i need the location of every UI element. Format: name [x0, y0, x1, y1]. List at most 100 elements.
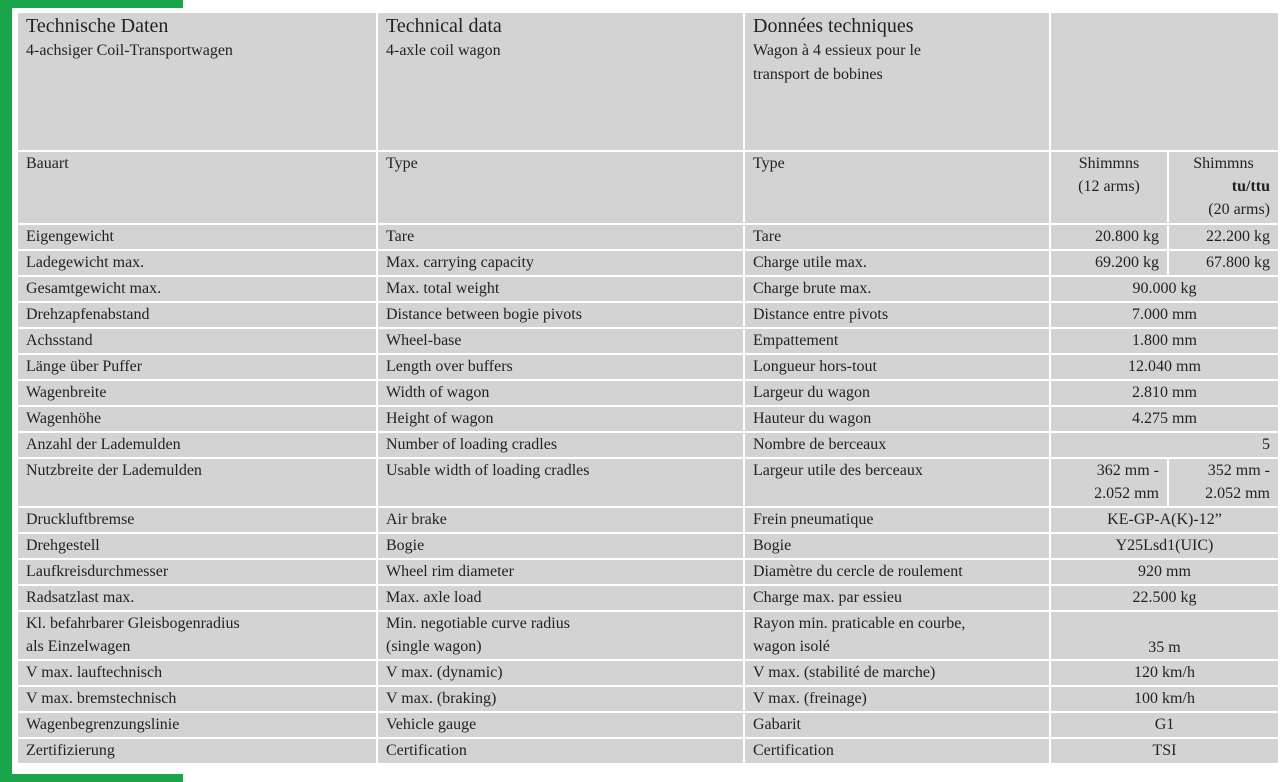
row-label-fr: Largeur utile des berceaux: [743, 457, 1051, 508]
table-row: Ladegewicht max. Max. carrying capacity …: [16, 249, 1280, 277]
row-label-fr: Longueur hors-tout: [743, 353, 1051, 381]
row-label-fr: V max. (freinage): [743, 685, 1051, 713]
row-label-de: Anzahl der Lademulden: [16, 431, 378, 459]
row-value: 7.000 mm: [1049, 301, 1280, 329]
row-label-de: Nutzbreite der Lademulden: [16, 457, 378, 508]
row-label-en: Wheel-base: [376, 327, 745, 355]
row-label-en: Height of wagon: [376, 405, 745, 433]
accent-bar-bottom: [0, 774, 183, 782]
row-value: 22.500 kg: [1049, 584, 1280, 612]
row-label-en: V max. (braking): [376, 685, 745, 713]
type-row: Bauart Type Type Shimmns (12 arms) Shimm…: [16, 150, 1280, 225]
row-label-de: Wagenbegrenzungslinie: [16, 711, 378, 739]
header-de: Technische Daten 4-achsiger Coil-Transpo…: [16, 11, 378, 152]
row-label-fr: Charge brute max.: [743, 275, 1051, 303]
header-de-title: Technische Daten: [26, 15, 169, 37]
row-label-en: Max. total weight: [376, 275, 745, 303]
table-row: Wagenbreite Width of wagon Largeur du wa…: [16, 379, 1280, 407]
table-row: Wagenbegrenzungslinie Vehicle gauge Gaba…: [16, 711, 1280, 739]
table-row: Kl. befahrbarer Gleisbogenradius als Ein…: [16, 610, 1280, 661]
row-label-fr: Largeur du wagon: [743, 379, 1051, 407]
accent-bar-top: [0, 0, 183, 8]
row-value-12-arms: 362 mm - 2.052 mm: [1049, 457, 1169, 508]
table-row: Nutzbreite der Lademulden Usable width o…: [16, 457, 1280, 508]
row-label-de: V max. bremstechnisch: [16, 685, 378, 713]
row-label-de: Wagenhöhe: [16, 405, 378, 433]
row-label-en: Vehicle gauge: [376, 711, 745, 739]
row-label-en: Bogie: [376, 532, 745, 560]
table-row: V max. lauftechnisch V max. (dynamic) V …: [16, 659, 1280, 687]
table-row: Laufkreisdurchmesser Wheel rim diameter …: [16, 558, 1280, 586]
row-label-en: Certification: [376, 737, 745, 765]
row-label-de: Laufkreisdurchmesser: [16, 558, 378, 586]
row-label-en: Tare: [376, 223, 745, 251]
row-value: 5: [1049, 431, 1280, 459]
row-label-fr: Diamètre du cercle de roulement: [743, 558, 1051, 586]
row-label-fr: Tare: [743, 223, 1051, 251]
row-value: Y25Lsd1(UIC): [1049, 532, 1280, 560]
width-range-end: 2.052 mm: [1205, 485, 1270, 502]
row-label-de: V max. lauftechnisch: [16, 659, 378, 687]
type-variant-12-arms: Shimmns (12 arms): [1049, 150, 1169, 225]
header-row: Technische Daten 4-achsiger Coil-Transpo…: [16, 11, 1280, 152]
header-de-subtitle: 4-achsiger Coil-Transportwagen: [26, 42, 233, 59]
row-value: 120 km/h: [1049, 659, 1280, 687]
row-value: 100 km/h: [1049, 685, 1280, 713]
row-value-12-arms: 69.200 kg: [1049, 249, 1169, 277]
row-label-fr: Certification: [743, 737, 1051, 765]
header-fr-subtitle-1: Wagon à 4 essieux pour le: [753, 42, 921, 59]
row-label-en: Usable width of loading cradles: [376, 457, 745, 508]
table-row: Druckluftbremse Air brake Frein pneumati…: [16, 506, 1280, 534]
table-row: V max. bremstechnisch V max. (braking) V…: [16, 685, 1280, 713]
row-label-de: Kl. befahrbarer Gleisbogenradius als Ein…: [16, 610, 378, 661]
row-label-de: Zertifizierung: [16, 737, 378, 765]
header-en-subtitle: 4-axle coil wagon: [386, 42, 501, 59]
row-label-fr: Frein pneumatique: [743, 506, 1051, 534]
row-label-en: Max. carrying capacity: [376, 249, 745, 277]
row-label-de: Drehgestell: [16, 532, 378, 560]
row-value-20-arms: 352 mm - 2.052 mm: [1167, 457, 1280, 508]
row-label-de: Wagenbreite: [16, 379, 378, 407]
row-value-20-arms: 67.800 kg: [1167, 249, 1280, 277]
type-fr: Type: [743, 150, 1051, 225]
width-range-end: 2.052 mm: [1094, 485, 1159, 502]
row-label-de: Druckluftbremse: [16, 506, 378, 534]
row-label-fr: V max. (stabilité de marche): [743, 659, 1051, 687]
row-label-en: Wheel rim diameter: [376, 558, 745, 586]
table-row: Zertifizierung Certification Certificati…: [16, 737, 1280, 765]
row-label-en: Max. axle load: [376, 584, 745, 612]
row-label-fr-line-2: wagon isolé: [753, 638, 830, 655]
row-label-fr-line-1: Rayon min. praticable en courbe,: [753, 615, 966, 632]
row-label-fr: Charge max. par essieu: [743, 584, 1051, 612]
row-label-fr: Hauteur du wagon: [743, 405, 1051, 433]
row-label-fr: Gabarit: [743, 711, 1051, 739]
row-value: 1.800 mm: [1049, 327, 1280, 355]
header-fr-title: Données techniques: [753, 15, 914, 37]
row-label-fr: Rayon min. praticable en courbe, wagon i…: [743, 610, 1051, 661]
row-label-de-line-2: als Einzelwagen: [26, 638, 131, 655]
variant-20-suffix: tu/ttu: [1231, 178, 1270, 195]
table-row: Eigengewicht Tare Tare 20.800 kg 22.200 …: [16, 223, 1280, 251]
row-label-fr: Distance entre pivots: [743, 301, 1051, 329]
row-label-en: V max. (dynamic): [376, 659, 745, 687]
header-values-empty: [1049, 11, 1280, 152]
row-label-de: Achsstand: [16, 327, 378, 355]
table-row: Anzahl der Lademulden Number of loading …: [16, 431, 1280, 459]
technical-data-table: Technische Daten 4-achsiger Coil-Transpo…: [16, 11, 1280, 765]
row-value: 12.040 mm: [1049, 353, 1280, 381]
table-row: Gesamtgewicht max. Max. total weight Cha…: [16, 275, 1280, 303]
row-label-en: Distance between bogie pivots: [376, 301, 745, 329]
row-label-fr: Bogie: [743, 532, 1051, 560]
width-range-start: 352 mm -: [1207, 462, 1270, 479]
width-range-start: 362 mm -: [1096, 462, 1159, 479]
row-label-fr: Nombre de berceaux: [743, 431, 1051, 459]
row-label-fr: Empattement: [743, 327, 1051, 355]
variant-12-arms: (12 arms): [1078, 178, 1140, 195]
row-value-12-arms: 20.800 kg: [1049, 223, 1169, 251]
type-de: Bauart: [16, 150, 378, 225]
table-row: Länge über Puffer Length over buffers Lo…: [16, 353, 1280, 381]
row-label-fr: Charge utile max.: [743, 249, 1051, 277]
row-value: 2.810 mm: [1049, 379, 1280, 407]
row-label-de-line-1: Kl. befahrbarer Gleisbogenradius: [26, 615, 240, 632]
row-value: 90.000 kg: [1049, 275, 1280, 303]
